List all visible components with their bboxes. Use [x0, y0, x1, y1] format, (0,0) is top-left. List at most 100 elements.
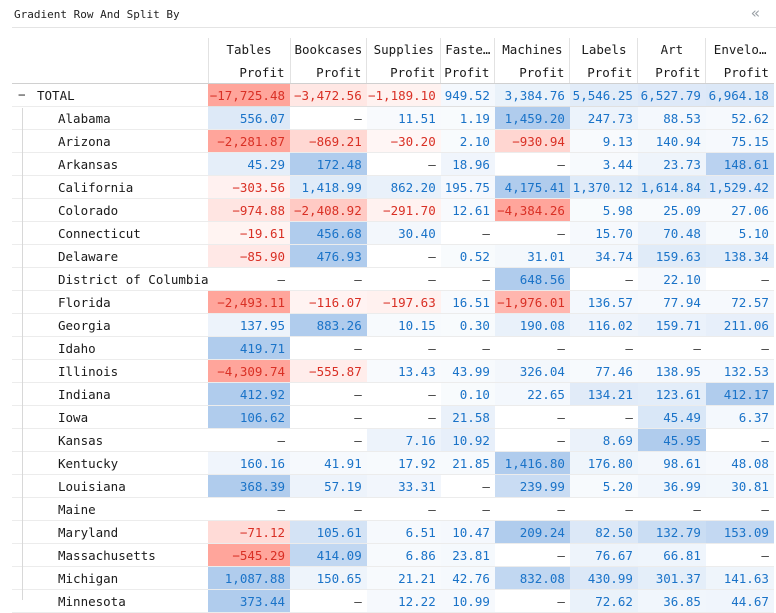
profit-cell[interactable]: —: [440, 474, 495, 498]
profit-cell[interactable]: 42.76: [440, 566, 495, 590]
profit-cell[interactable]: 148.61: [705, 152, 774, 176]
profit-cell[interactable]: 10.47: [440, 520, 495, 544]
profit-cell[interactable]: —: [494, 428, 570, 452]
profit-cell[interactable]: —: [637, 497, 706, 521]
profit-cell[interactable]: 106.62: [208, 405, 290, 429]
profit-cell[interactable]: 22.65: [494, 382, 570, 406]
profit-cell[interactable]: 138.34: [705, 244, 774, 268]
profit-cell[interactable]: 3,384.76: [494, 83, 570, 107]
profit-cell[interactable]: 36.85: [637, 589, 706, 613]
profit-cell[interactable]: 134.21: [569, 382, 638, 406]
profit-cell[interactable]: —: [290, 428, 367, 452]
row-header[interactable]: Arizona: [12, 129, 208, 153]
profit-cell[interactable]: 190.08: [494, 313, 570, 337]
profit-cell[interactable]: 6,527.79: [637, 83, 706, 107]
profit-cell[interactable]: 116.02: [569, 313, 638, 337]
row-header[interactable]: Maine: [12, 497, 208, 521]
profit-cell[interactable]: 1,416.80: [494, 451, 570, 475]
row-header[interactable]: Kansas: [12, 428, 208, 452]
profit-cell[interactable]: 211.06: [705, 313, 774, 337]
profit-cell[interactable]: 23.73: [637, 152, 706, 176]
profit-cell[interactable]: 82.50: [569, 520, 638, 544]
profit-cell[interactable]: 17.92: [366, 451, 441, 475]
profit-cell[interactable]: 72.62: [569, 589, 638, 613]
profit-cell[interactable]: —: [290, 589, 367, 613]
column-header-labels[interactable]: Labels: [569, 38, 638, 61]
profit-cell[interactable]: —: [290, 267, 367, 291]
row-header[interactable]: District of Columbia: [12, 267, 209, 291]
row-header[interactable]: Florida: [12, 290, 208, 314]
profit-cell[interactable]: 77.46: [569, 359, 638, 383]
profit-cell[interactable]: 476.93: [290, 244, 367, 268]
row-header[interactable]: Colorado: [12, 198, 208, 222]
profit-cell[interactable]: 412.92: [208, 382, 290, 406]
profit-cell[interactable]: 5.20: [569, 474, 638, 498]
profit-cell[interactable]: 4,175.41: [494, 175, 570, 199]
profit-cell[interactable]: 21.21: [366, 566, 441, 590]
profit-cell[interactable]: —: [705, 543, 774, 567]
profit-cell[interactable]: —: [494, 405, 570, 429]
profit-cell[interactable]: 209.24: [494, 520, 570, 544]
profit-cell[interactable]: 10.99: [440, 589, 495, 613]
profit-cell[interactable]: 1,418.99: [290, 175, 367, 199]
profit-cell[interactable]: 76.67: [569, 543, 638, 567]
profit-cell[interactable]: —: [208, 497, 290, 521]
profit-cell[interactable]: 98.61: [637, 451, 706, 475]
profit-cell[interactable]: —: [705, 336, 774, 360]
profit-cell[interactable]: 419.71: [208, 336, 290, 360]
profit-cell[interactable]: 1,614.84: [637, 175, 706, 199]
profit-cell[interactable]: −71.12: [208, 520, 290, 544]
profit-cell[interactable]: −4,309.74: [208, 359, 290, 383]
profit-cell[interactable]: 34.74: [569, 244, 638, 268]
column-header-art[interactable]: Art: [637, 38, 706, 61]
profit-cell[interactable]: 16.51: [440, 290, 495, 314]
profit-cell[interactable]: −19.61: [208, 221, 290, 245]
profit-cell[interactable]: 30.40: [366, 221, 441, 245]
profit-cell[interactable]: 72.57: [705, 290, 774, 314]
profit-cell[interactable]: 159.63: [637, 244, 706, 268]
row-header[interactable]: California: [12, 175, 208, 199]
profit-cell[interactable]: 123.61: [637, 382, 706, 406]
profit-cell[interactable]: 0.10: [440, 382, 495, 406]
row-header[interactable]: Massachusetts: [12, 543, 208, 567]
profit-cell[interactable]: —: [366, 336, 441, 360]
profit-cell[interactable]: —: [494, 589, 570, 613]
profit-cell[interactable]: −545.29: [208, 543, 290, 567]
profit-cell[interactable]: 9.13: [569, 129, 638, 153]
row-header[interactable]: Michigan: [12, 566, 208, 590]
profit-cell[interactable]: 132.79: [637, 520, 706, 544]
profit-cell[interactable]: —: [290, 382, 367, 406]
profit-cell[interactable]: 368.39: [208, 474, 290, 498]
profit-cell[interactable]: 6.51: [366, 520, 441, 544]
profit-cell[interactable]: −555.87: [290, 359, 367, 383]
profit-cell[interactable]: 75.15: [705, 129, 774, 153]
profit-cell[interactable]: 21.58: [440, 405, 495, 429]
profit-cell[interactable]: —: [440, 221, 495, 245]
profit-cell[interactable]: 31.01: [494, 244, 570, 268]
profit-cell[interactable]: —: [569, 336, 638, 360]
row-header[interactable]: Iowa: [12, 405, 208, 429]
profit-cell[interactable]: 45.95: [637, 428, 706, 452]
column-header-machines[interactable]: Machines: [494, 38, 570, 61]
row-header[interactable]: Kentucky: [12, 451, 208, 475]
profit-cell[interactable]: 373.44: [208, 589, 290, 613]
profit-cell[interactable]: −17,725.48: [208, 83, 290, 107]
profit-cell[interactable]: −930.94: [494, 129, 570, 153]
profit-cell[interactable]: 5,546.25: [569, 83, 638, 107]
profit-cell[interactable]: −2,281.87: [208, 129, 290, 153]
profit-cell[interactable]: —: [440, 497, 495, 521]
profit-cell[interactable]: 141.63: [705, 566, 774, 590]
profit-cell[interactable]: 160.16: [208, 451, 290, 475]
profit-cell[interactable]: —: [705, 497, 774, 521]
profit-cell[interactable]: 150.65: [290, 566, 367, 590]
profit-cell[interactable]: −3,472.56: [290, 83, 367, 107]
profit-cell[interactable]: —: [366, 382, 441, 406]
profit-cell[interactable]: 33.31: [366, 474, 441, 498]
profit-cell[interactable]: 45.49: [637, 405, 706, 429]
profit-cell[interactable]: 949.52: [440, 83, 495, 107]
profit-cell[interactable]: 6.86: [366, 543, 441, 567]
profit-cell[interactable]: —: [705, 428, 774, 452]
profit-cell[interactable]: 6.37: [705, 405, 774, 429]
profit-cell[interactable]: 5.10: [705, 221, 774, 245]
collapse-panel-icon[interactable]: «: [751, 4, 761, 22]
